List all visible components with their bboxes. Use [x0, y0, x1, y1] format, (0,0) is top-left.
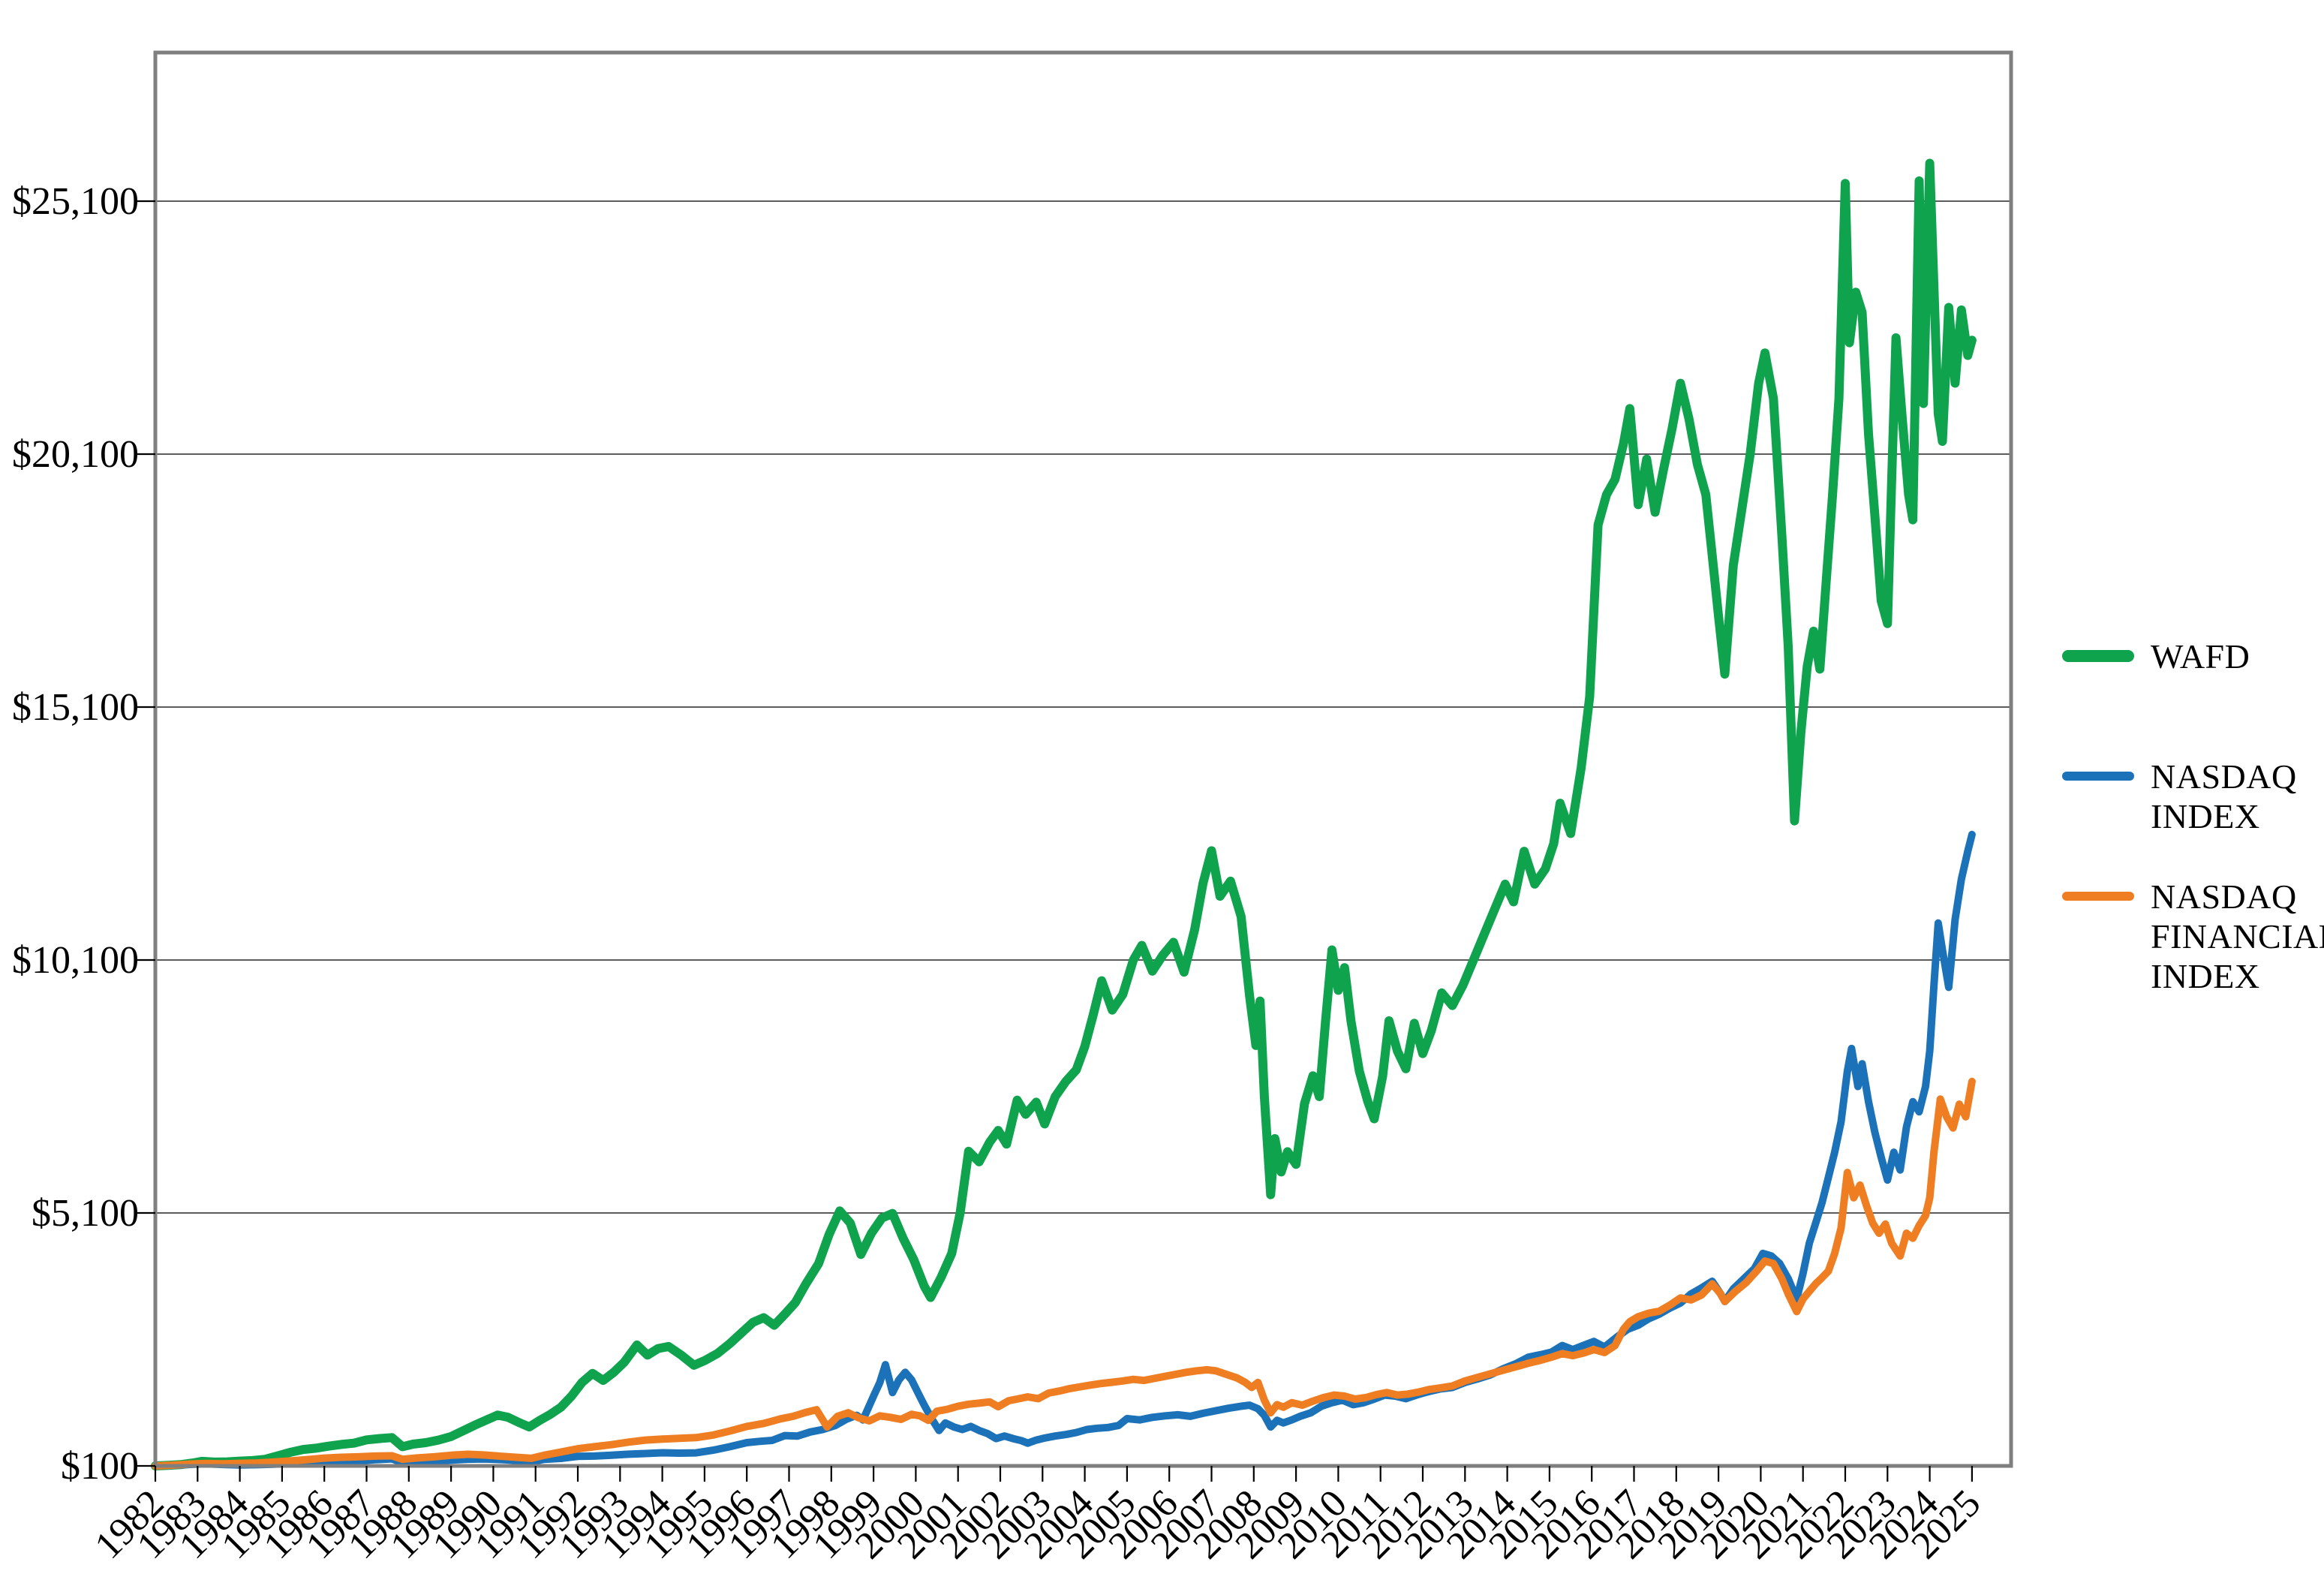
- y-axis-label: $25,100: [12, 180, 139, 223]
- axis-ticks: [137, 200, 1973, 1482]
- nasdaq-index-line-swatch: [2062, 772, 2134, 781]
- x-axis-labels: 1982198319841985198619871988198919901991…: [87, 1482, 1989, 1567]
- y-axis-labels: $100 $5,100 $10,100 $15,100 $20,100 $25,100: [12, 180, 139, 1488]
- series-line-nasdaq-index: [152, 830, 1976, 1470]
- legend-label-wafd: WAFD: [2151, 637, 2250, 676]
- legend-label-line: NASDAQ: [2151, 757, 2297, 796]
- y-axis-label: $10,100: [12, 939, 139, 982]
- y-axis-label: $15,100: [12, 686, 139, 729]
- legend-label-line: NASDAQ: [2151, 877, 2297, 916]
- plot-border-rect: [153, 50, 2013, 1468]
- legend-label-nasdaq-index: NASDAQ INDEX: [2151, 757, 2297, 836]
- legend-label-line: WAFD: [2151, 637, 2250, 676]
- nasdaq-financial-index-line-swatch: [2062, 892, 2134, 901]
- y-axis-label: $5,100: [32, 1192, 139, 1235]
- legend-label-line: FINANCIAL: [2151, 917, 2324, 956]
- series-line-nasdaq-financial-index: [152, 1077, 1976, 1470]
- series-lines: [151, 158, 1977, 1470]
- legend-item-nasdaq-index: NASDAQ INDEX: [2062, 757, 2297, 836]
- legend-label-line: INDEX: [2151, 957, 2260, 995]
- plot-border: [153, 50, 2013, 1468]
- legend-label-nasdaq-financial-index: NASDAQ FINANCIAL INDEX: [2151, 877, 2324, 996]
- y-axis-label: $100: [61, 1445, 139, 1488]
- y-axis-label: $20,100: [12, 433, 139, 476]
- legend-item-nasdaq-financial-index: NASDAQ FINANCIAL INDEX: [2062, 877, 2324, 996]
- gridlines: [155, 200, 2011, 1214]
- legend-item-wafd: WAFD: [2062, 637, 2250, 676]
- series-line-wafd: [151, 158, 1977, 1470]
- legend-label-line: INDEX: [2151, 797, 2260, 835]
- wafd-line-swatch: [2062, 650, 2134, 662]
